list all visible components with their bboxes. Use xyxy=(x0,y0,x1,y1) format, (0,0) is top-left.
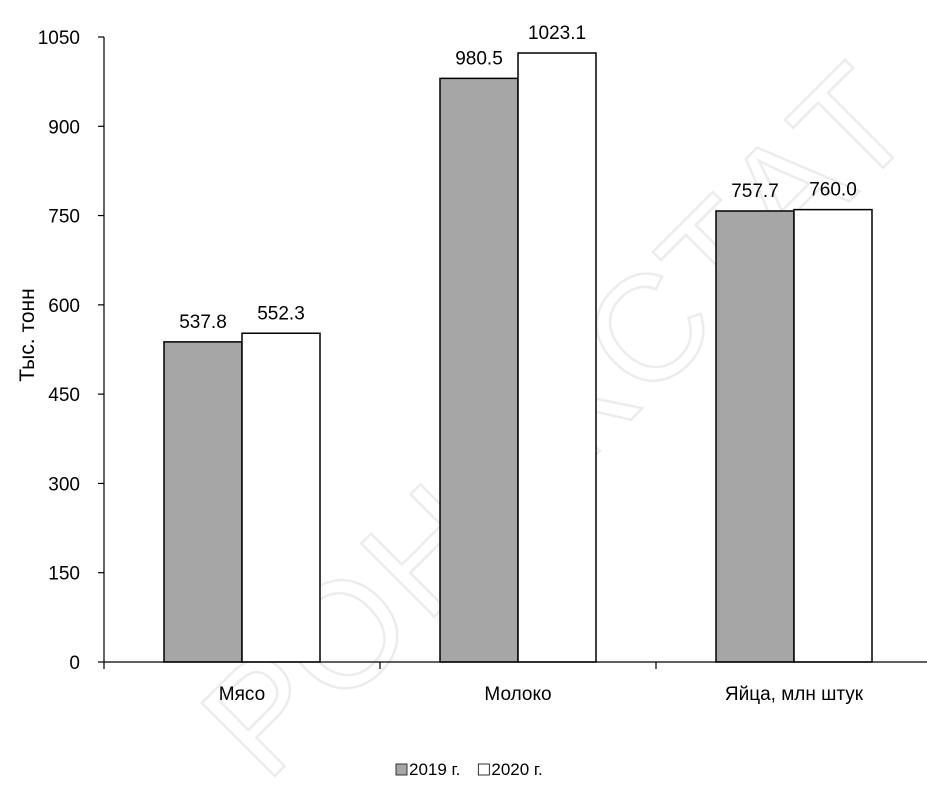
y-tick-label: 900 xyxy=(48,117,80,138)
data-label: 760.0 xyxy=(809,180,857,201)
y-tick-label: 300 xyxy=(48,474,80,495)
category-label: Молоко xyxy=(484,684,551,705)
bar xyxy=(716,211,794,662)
bar xyxy=(164,342,242,662)
category-label: Яйца, млн штук xyxy=(725,684,864,705)
y-tick-label: 0 xyxy=(69,653,80,674)
legend-swatch xyxy=(396,764,407,775)
data-label: 1023.1 xyxy=(528,23,586,44)
y-tick-label: 1050 xyxy=(38,28,80,49)
bar xyxy=(242,333,320,662)
bar xyxy=(518,53,596,662)
y-tick-label: 150 xyxy=(48,564,80,585)
legend: 2019 г. 2020 г. xyxy=(396,760,543,779)
data-label: 980.5 xyxy=(455,48,503,69)
data-label: 537.8 xyxy=(179,312,227,333)
y-tick-label: 750 xyxy=(48,207,80,228)
bar xyxy=(440,78,518,662)
legend-label: 2020 г. xyxy=(491,760,542,779)
data-label: 552.3 xyxy=(257,303,305,324)
category-label: Мясо xyxy=(219,684,265,705)
legend-label: 2019 г. xyxy=(409,760,460,779)
y-axis-title: Тыс. тонн xyxy=(16,288,39,381)
legend-swatch xyxy=(478,764,489,775)
bar xyxy=(794,210,872,662)
y-tick-label: 600 xyxy=(48,296,80,317)
data-label: 757.7 xyxy=(731,181,779,202)
y-tick-label: 450 xyxy=(48,385,80,406)
